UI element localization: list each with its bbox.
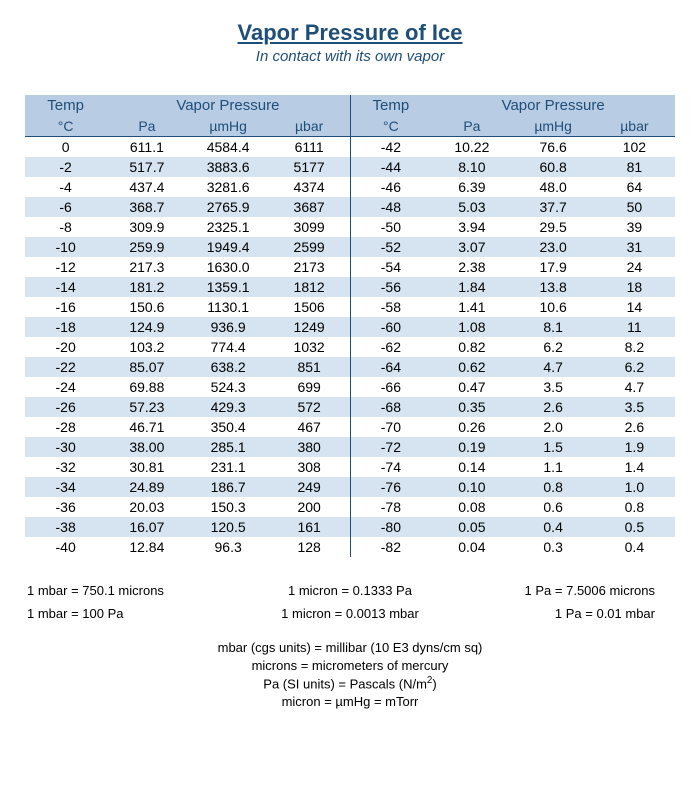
page-subtitle: In contact with its own vapor (25, 48, 675, 65)
unit-umhg-2: µmHg (513, 116, 594, 137)
note-line: micron = µmHg = mTorr (25, 693, 675, 711)
table-row: -18124.9936.91249-601.088.111 (25, 317, 675, 337)
col-temp: Temp (25, 95, 106, 116)
table-row: -16150.61130.11506-581.4110.614 (25, 297, 675, 317)
table-row: -6368.72765.93687-485.0337.750 (25, 197, 675, 217)
table-row: -12217.31630.02173-542.3817.924 (25, 257, 675, 277)
table-row: -3230.81231.1308-740.141.11.4 (25, 457, 675, 477)
table-row: -4437.43281.64374-466.3948.064 (25, 177, 675, 197)
note-line: Pa (SI units) = Pascals (N/m2) (25, 674, 675, 693)
conversion-table: 1 mbar = 750.1 microns1 micron = 0.1333 … (25, 579, 675, 625)
table-row: -3816.07120.5161-800.050.40.5 (25, 517, 675, 537)
table-row: -3620.03150.3200-780.080.60.8 (25, 497, 675, 517)
col-temp-2: Temp (350, 95, 431, 116)
unit-pa-2: Pa (431, 116, 512, 137)
col-vp-2: Vapor Pressure (431, 95, 675, 116)
table-row: -2285.07638.2851-640.624.76.2 (25, 357, 675, 377)
table-row: -8309.92325.13099-503.9429.539 (25, 217, 675, 237)
unit-ubar: µbar (269, 116, 350, 137)
page-title: Vapor Pressure of Ice (25, 20, 675, 46)
table-row: -2469.88524.3699-660.473.54.7 (25, 377, 675, 397)
table-row: -2657.23429.3572-680.352.63.5 (25, 397, 675, 417)
unit-notes: mbar (cgs units) = millibar (10 E3 dyns/… (25, 639, 675, 711)
col-vp: Vapor Pressure (106, 95, 350, 116)
table-row: -2846.71350.4467-700.262.02.6 (25, 417, 675, 437)
vapor-pressure-table: TempVapor PressureTempVapor Pressure°CPa… (25, 95, 675, 557)
table-row: -2517.73883.65177-448.1060.881 (25, 157, 675, 177)
conversion-row: 1 mbar = 750.1 microns1 micron = 0.1333 … (25, 579, 675, 602)
table-row: -20103.2774.41032-620.826.28.2 (25, 337, 675, 357)
note-line: mbar (cgs units) = millibar (10 E3 dyns/… (25, 639, 675, 657)
table-row: -4012.8496.3128-820.040.30.4 (25, 537, 675, 557)
unit-c-2: °C (350, 116, 431, 137)
unit-ubar-2: µbar (594, 116, 675, 137)
table-row: 0611.14584.46111-4210.2276.6102 (25, 137, 675, 158)
conversion-row: 1 mbar = 100 Pa1 micron = 0.0013 mbar1 P… (25, 602, 675, 625)
unit-c: °C (25, 116, 106, 137)
unit-umhg: µmHg (188, 116, 269, 137)
table-row: -14181.21359.11812-561.8413.818 (25, 277, 675, 297)
note-line: microns = micrometers of mercury (25, 657, 675, 675)
table-row: -3038.00285.1380-720.191.51.9 (25, 437, 675, 457)
table-row: -3424.89186.7249-760.100.81.0 (25, 477, 675, 497)
table-row: -10259.91949.42599-523.0723.031 (25, 237, 675, 257)
unit-pa: Pa (106, 116, 187, 137)
